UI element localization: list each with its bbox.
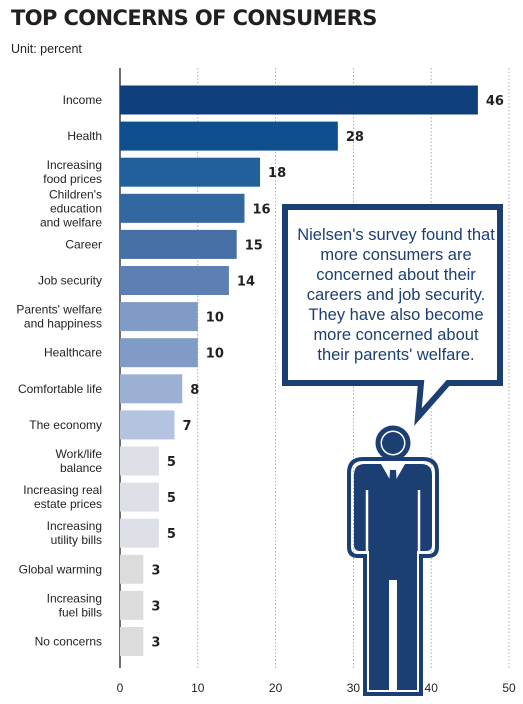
value-label: 28 xyxy=(346,130,364,145)
category-label: Children's education and welfare xyxy=(40,187,102,229)
category-label: Work/life balance xyxy=(56,447,103,475)
value-label: 16 xyxy=(252,202,270,217)
bar xyxy=(120,518,159,548)
category-label: Increasing real estate prices xyxy=(23,483,102,511)
category-label: Parents' welfare and happiness xyxy=(16,303,102,331)
category-label: The economy xyxy=(29,418,102,432)
value-label: 7 xyxy=(182,419,191,434)
category-label: Healthcare xyxy=(44,346,102,360)
businessman-icon xyxy=(347,425,439,696)
value-label: 3 xyxy=(151,636,160,651)
value-label: 5 xyxy=(167,527,176,542)
category-label: Career xyxy=(65,237,102,251)
bar xyxy=(120,193,245,223)
bar xyxy=(120,554,144,584)
callout-text: Nielsen's survey found that more consume… xyxy=(297,226,495,364)
bar xyxy=(120,121,338,151)
category-label: Increasing utility bills xyxy=(47,519,102,547)
value-label: 5 xyxy=(167,491,176,506)
bar xyxy=(120,410,175,440)
bar xyxy=(120,374,183,404)
x-tick-label: 50 xyxy=(502,681,516,695)
bar xyxy=(120,302,198,332)
category-label: Job security xyxy=(38,274,102,288)
value-label: 5 xyxy=(167,455,176,470)
x-tick-label: 10 xyxy=(191,681,205,695)
bar xyxy=(120,229,237,259)
bar xyxy=(120,338,198,368)
bar-layer xyxy=(120,85,478,656)
x-tick-label: 20 xyxy=(269,681,283,695)
category-label: Increasing fuel bills xyxy=(47,591,102,619)
bar xyxy=(120,266,229,295)
value-label: 3 xyxy=(151,563,160,578)
value-label: 10 xyxy=(206,347,224,362)
bar xyxy=(120,446,159,476)
chart-unit: Unit: percent xyxy=(11,42,82,56)
label-layer: 0 10 20 30 40 50 46 Income 28 Health 18 Increasing f… xyxy=(16,93,516,695)
category-label: No concerns xyxy=(35,635,102,649)
chart-title: TOP CONCERNS OF CONSUMERS xyxy=(11,6,377,30)
callout-layer xyxy=(282,204,503,426)
bar xyxy=(120,157,261,187)
callout-bubble xyxy=(282,204,503,426)
category-label: Global warming xyxy=(19,562,102,576)
value-label: 3 xyxy=(151,599,160,614)
x-tick-label: 30 xyxy=(347,681,361,695)
value-label: 14 xyxy=(237,275,255,290)
value-label: 46 xyxy=(486,94,504,109)
category-label: Increasing food prices xyxy=(43,158,102,186)
x-tick-label: 40 xyxy=(425,681,439,695)
category-label: Income xyxy=(63,93,103,107)
category-label: Health xyxy=(67,129,102,143)
bar xyxy=(120,85,478,115)
value-label: 10 xyxy=(206,311,224,326)
bar xyxy=(120,590,144,620)
x-tick-label: 0 xyxy=(117,681,124,695)
value-label: 18 xyxy=(268,166,286,181)
value-label: 15 xyxy=(245,238,263,253)
value-label: 8 xyxy=(190,383,199,398)
bar xyxy=(120,482,159,512)
category-label: Comfortable life xyxy=(18,382,102,396)
bar xyxy=(120,627,144,656)
